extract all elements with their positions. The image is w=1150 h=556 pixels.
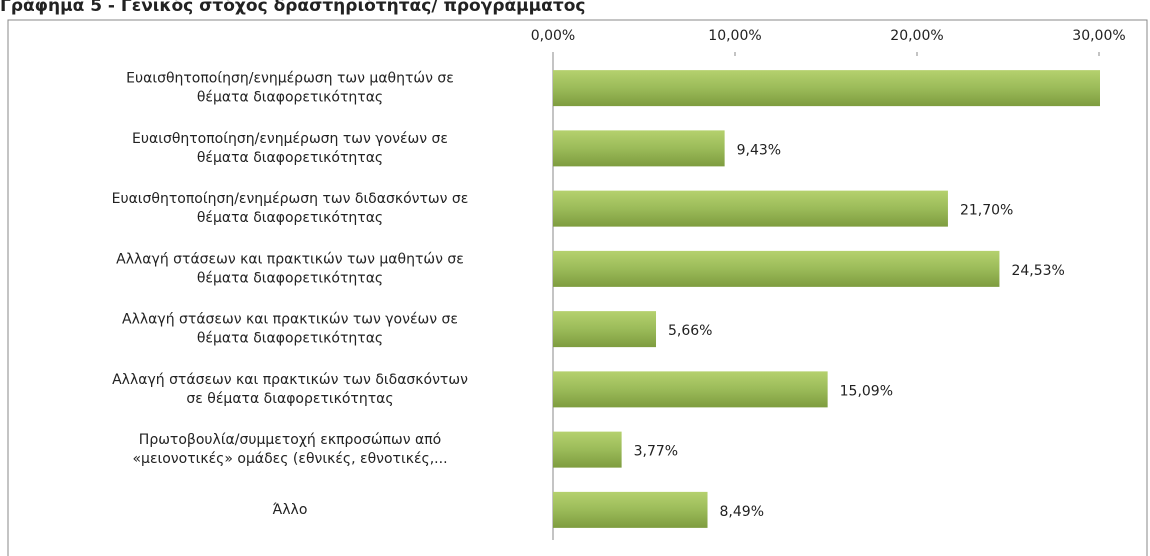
plot-area bbox=[553, 70, 1100, 528]
y-tick-label: Άλλο bbox=[273, 502, 308, 518]
y-tick-label: Αλλαγή στάσεων και πρακτικών των διδασκό… bbox=[112, 372, 468, 388]
chart-title: Γράφημα 5 - Γενικός στόχος δραστηριότητα… bbox=[0, 0, 585, 16]
data-label: 24,53% bbox=[1011, 263, 1064, 279]
y-tick-label: σε θέματα διαφορετικότητας bbox=[186, 391, 393, 407]
y-tick-label: Αλλαγή στάσεων και πρακτικών των μαθητών… bbox=[116, 251, 464, 267]
data-label: 15,09% bbox=[840, 383, 893, 399]
x-tick-label: 10,00% bbox=[708, 28, 761, 44]
bar bbox=[553, 250, 1000, 287]
x-tick-label: 0,00% bbox=[531, 28, 575, 44]
y-tick-label: θέματα διαφορετικότητας bbox=[197, 150, 383, 166]
bar bbox=[553, 431, 622, 468]
y-tick-label: Αλλαγή στάσεων και πρακτικών των γονέων … bbox=[122, 312, 458, 328]
y-tick-label: Πρωτοβουλία/συμμετοχή εκπροσώπων από bbox=[139, 432, 441, 448]
y-tick-label: θέματα διαφορετικότητας bbox=[197, 331, 383, 347]
bar bbox=[553, 130, 725, 167]
y-tick-label: «μειονοτικές» ομάδες (εθνικές, εθνοτικές… bbox=[132, 451, 447, 467]
bar bbox=[553, 491, 708, 528]
data-label: 5,66% bbox=[668, 323, 712, 339]
data-label: 21,70% bbox=[960, 203, 1013, 219]
y-tick-label: θέματα διαφορετικότητας bbox=[197, 210, 383, 226]
y-tick-label: Ευαισθητοποίηση/ενημέρωση των γονέων σε bbox=[132, 131, 448, 147]
y-tick-label: Ευαισθητοποίηση/ενημέρωση των μαθητών σε bbox=[126, 71, 454, 87]
chart-frame bbox=[7, 19, 1148, 556]
data-label: 8,49% bbox=[720, 504, 764, 520]
bar bbox=[553, 371, 828, 408]
y-tick-label: Ευαισθητοποίηση/ενημέρωση των διδασκόντω… bbox=[112, 191, 469, 207]
y-tick-label: θέματα διαφορετικότητας bbox=[197, 270, 383, 286]
y-tick-label: θέματα διαφορετικότητας bbox=[197, 90, 383, 106]
bar bbox=[553, 190, 948, 227]
data-label: 3,77% bbox=[634, 444, 678, 460]
x-tick-label: 30,00% bbox=[1072, 28, 1125, 44]
bar bbox=[553, 311, 657, 348]
bar bbox=[553, 70, 1100, 107]
data-label: 9,43% bbox=[737, 142, 781, 158]
x-tick-label: 20,00% bbox=[890, 28, 943, 44]
